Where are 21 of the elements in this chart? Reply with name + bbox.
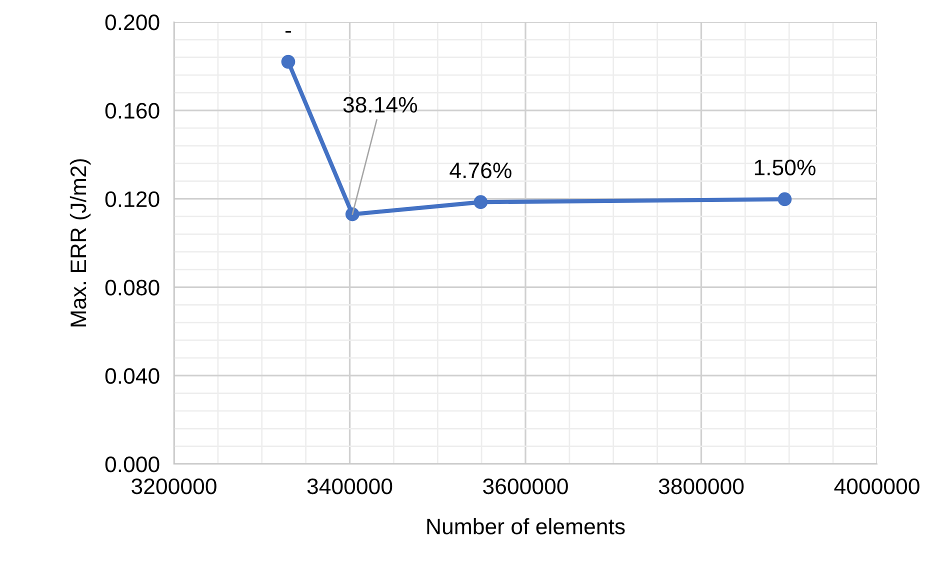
annotation: 4.76% <box>450 162 512 178</box>
annotation: 1.50% <box>754 160 816 176</box>
x-tick-label: 3200000 <box>132 478 216 494</box>
x-tick-label: 3800000 <box>658 478 744 494</box>
y-axis-title: Max. ERR (J/m2) <box>70 159 91 326</box>
x-tick-label: 3600000 <box>483 478 568 494</box>
annotation: 38.14% <box>343 96 418 113</box>
x-axis-title: Number of elements <box>427 518 625 534</box>
x-tick-label: 4000000 <box>834 478 920 494</box>
x-tick-label: 3400000 <box>307 478 392 494</box>
y-tick-label: 0.120 <box>105 191 160 208</box>
point <box>345 207 360 222</box>
y-tick-label: 0.160 <box>105 102 160 119</box>
y-tick-label: 0.000 <box>105 456 160 472</box>
annotation: - <box>286 30 291 33</box>
point <box>474 195 488 210</box>
y-tick-label: 0.040 <box>105 368 160 384</box>
y-tick-label: 0.080 <box>105 280 160 296</box>
point <box>778 192 792 206</box>
point <box>281 54 296 69</box>
y-tick-label: 0.200 <box>105 14 160 30</box>
